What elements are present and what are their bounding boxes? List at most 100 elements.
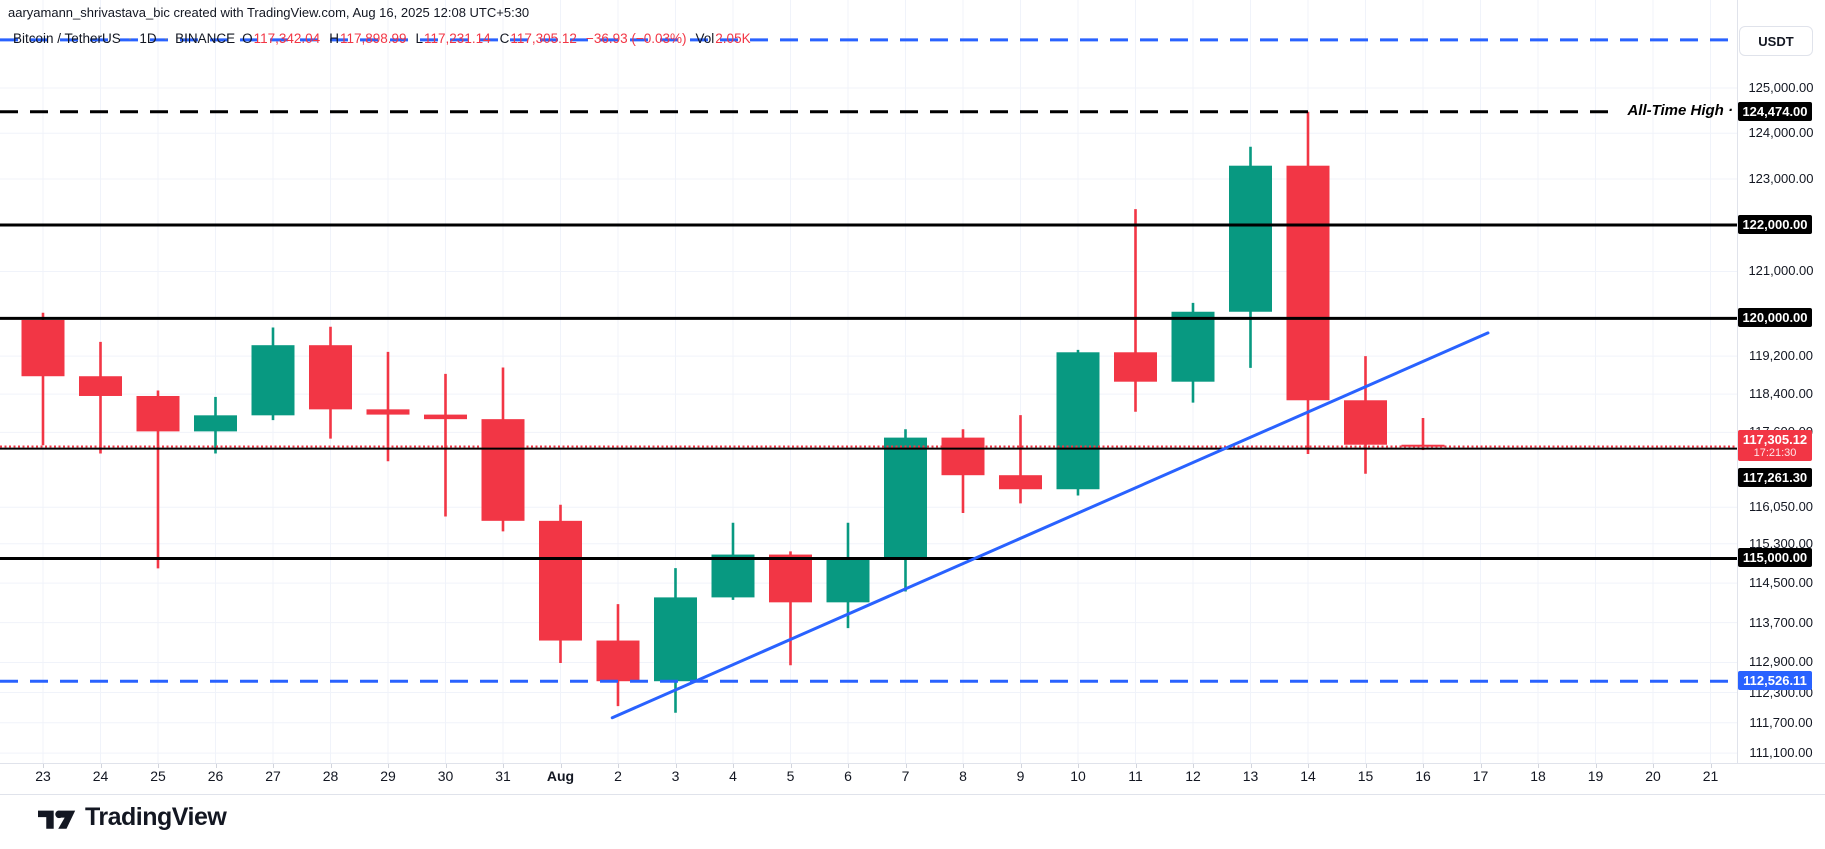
x-axis-tick	[848, 764, 849, 768]
x-axis-tick	[503, 764, 504, 768]
x-axis-label: 20	[1645, 768, 1661, 784]
x-axis-tick	[100, 764, 102, 768]
price-badge-value: 112,526.11	[1743, 673, 1807, 689]
x-axis-label: 9	[1016, 768, 1025, 784]
low-value: 117,231.14	[424, 31, 491, 46]
y-axis-label: 119,200.00	[1748, 348, 1814, 364]
y-axis-label: 124,000.00	[1748, 125, 1814, 141]
x-axis-tick	[445, 764, 447, 768]
x-axis-label: 6	[844, 768, 852, 784]
price-badge: 117,305.12 17:21:30	[1738, 429, 1812, 461]
tradingview-logo-text: TradingView	[85, 803, 227, 831]
all-time-high-label[interactable]: All-Time High ·	[1627, 102, 1733, 119]
tradingview-logo[interactable]: TradingView	[38, 803, 227, 832]
candle-body-aug-3	[654, 597, 697, 682]
y-axis-label: 123,000.00	[1748, 170, 1814, 186]
x-axis-tick	[215, 764, 217, 768]
candle-body-aug-11	[1114, 352, 1157, 382]
x-axis-label: Aug	[546, 768, 575, 784]
x-axis-tick	[1365, 764, 1367, 768]
candle-body-jul-26	[194, 415, 237, 432]
open-label: O	[242, 31, 253, 46]
candle-body-jul-24	[79, 376, 122, 396]
volume-value: 2.05K	[715, 31, 751, 46]
x-axis-label: 25	[150, 768, 166, 784]
x-axis-tick	[330, 764, 332, 768]
low-label: L	[415, 31, 424, 46]
candle-body-aug-4	[711, 554, 755, 598]
x-axis-label: 11	[1128, 768, 1143, 784]
x-axis-label: 15	[1357, 768, 1374, 784]
candle-body-aug-10	[1056, 352, 1100, 490]
x-axis-tick	[675, 764, 677, 768]
price-badge-value: 122,000.00	[1742, 217, 1808, 233]
x-axis-label: 29	[380, 768, 396, 784]
price-badge: 122,000.00	[1738, 215, 1812, 235]
time-axis-separator	[0, 763, 1825, 764]
price-badge-value: 117,261.30	[1742, 470, 1808, 485]
x-axis-tick	[733, 764, 734, 768]
price-badge: 124,474.00	[1738, 101, 1812, 121]
x-axis-tick	[1308, 764, 1309, 768]
x-axis-label: 10	[1070, 768, 1086, 784]
symbol-name[interactable]: Bitcoin / TetherUS	[13, 31, 121, 46]
price-badge-value: 120,000.00	[1742, 310, 1808, 326]
x-axis-tick	[963, 764, 964, 768]
candle-body-aug-8	[941, 437, 985, 476]
x-axis-tick	[1710, 764, 1712, 768]
candle-body-aug-12	[1171, 311, 1215, 382]
price-badge: 115,000.00	[1738, 548, 1812, 568]
candle-body-jul-28	[309, 345, 352, 410]
x-axis-label: 3	[671, 768, 680, 784]
candle-body-aug-13	[1229, 165, 1272, 312]
x-axis-label: 31	[495, 768, 511, 784]
x-axis-tick	[1250, 764, 1252, 768]
change-value: −36.93 (−0.03%)	[585, 31, 687, 46]
y-axis-label: 113,700.00	[1748, 614, 1814, 630]
x-axis-tick	[1020, 764, 1022, 768]
y-axis-label: 115,300.00	[1748, 535, 1814, 551]
price-badge: 112,526.11	[1738, 671, 1812, 691]
candle-body-jul-29	[366, 409, 410, 415]
x-axis-label: 2	[614, 768, 622, 784]
price-badge-value: 115,000.00	[1742, 550, 1808, 566]
x-axis-tick	[158, 764, 159, 768]
x-axis-label: 8	[959, 768, 967, 784]
candle-body-aug-15	[1344, 400, 1387, 445]
x-axis-label: 7	[901, 768, 910, 784]
trend-line[interactable]	[610, 331, 1490, 720]
price-badge: 117,261.30	[1738, 468, 1812, 487]
x-axis-tick	[273, 764, 274, 768]
x-axis-tick	[1193, 764, 1194, 768]
interval-label[interactable]: 1D	[139, 31, 157, 46]
candlestick-chart-canvas[interactable]	[0, 0, 1825, 763]
x-axis-label: 12	[1185, 768, 1201, 784]
x-axis-tick	[560, 764, 562, 768]
y-axis-label: 118,400.00	[1748, 386, 1814, 402]
candle-body-aug-2	[596, 640, 640, 682]
currency-toggle-button[interactable]: USDT	[1739, 26, 1813, 56]
candle-body-jul-27	[251, 345, 295, 416]
y-axis-label: 112,900.00	[1748, 654, 1814, 670]
x-axis-label: 5	[786, 768, 795, 784]
x-axis-label: 28	[322, 768, 339, 784]
x-axis-label: 13	[1242, 768, 1259, 784]
y-axis-label: 114,500.00	[1748, 575, 1814, 591]
x-axis-label: 26	[207, 768, 224, 784]
price-axis-separator	[1737, 0, 1738, 763]
x-axis-label: 23	[35, 768, 51, 784]
y-axis-label: 111,700.00	[1749, 714, 1813, 730]
x-axis-label: 16	[1415, 768, 1431, 784]
candle-body-jul-23	[21, 319, 65, 377]
x-axis-label: 4	[729, 768, 737, 784]
tradingview-logo-icon	[38, 809, 76, 829]
x-axis-tick	[43, 764, 44, 768]
x-axis-tick	[905, 764, 907, 768]
price-badge-value: 117,305.12	[1742, 431, 1808, 447]
high-value: 117,898.99	[339, 31, 407, 46]
y-axis-label: 125,000.00	[1748, 79, 1814, 95]
candle-body-aug-5	[769, 554, 812, 603]
x-axis-label: 21	[1702, 768, 1719, 784]
x-axis-tick	[1423, 764, 1424, 768]
y-axis-label: 111,100.00	[1749, 745, 1813, 761]
